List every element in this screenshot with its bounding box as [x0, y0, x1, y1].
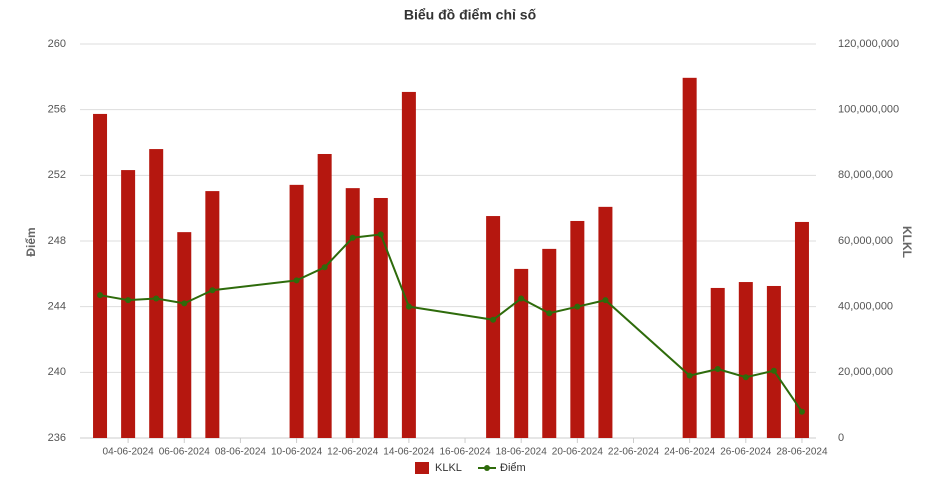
point	[349, 234, 356, 241]
bar	[205, 191, 220, 438]
y-tick-label: 248	[48, 235, 66, 247]
bar	[766, 285, 781, 438]
point	[742, 374, 749, 381]
bar	[149, 149, 164, 439]
x-tick-label: 26-06-2024	[720, 447, 772, 458]
point	[209, 287, 216, 294]
point	[686, 372, 693, 379]
bar	[738, 282, 753, 438]
bar	[710, 287, 725, 438]
bar	[598, 206, 613, 438]
point	[181, 300, 188, 307]
legend-label: Điểm	[500, 462, 526, 474]
point	[377, 231, 384, 238]
point	[602, 297, 609, 304]
bar	[542, 248, 557, 438]
bar	[121, 170, 136, 438]
bar	[373, 197, 388, 438]
x-tick-label: 06-06-2024	[159, 447, 211, 458]
bar	[289, 184, 304, 438]
point	[405, 303, 412, 310]
gap-connector	[604, 299, 691, 377]
bar	[514, 268, 529, 438]
bar	[345, 188, 360, 438]
point	[125, 297, 132, 304]
bar	[682, 77, 697, 439]
y2-tick-label: 100,000,000	[838, 104, 899, 116]
x-tick-label: 22-06-2024	[608, 447, 660, 458]
point	[490, 316, 497, 323]
x-tick-label: 16-06-2024	[439, 447, 491, 458]
y2-tick-label: 60,000,000	[838, 235, 893, 247]
bar	[794, 221, 809, 438]
x-tick-label: 08-06-2024	[215, 447, 267, 458]
point	[574, 303, 581, 310]
y2-tick-label: 120,000,000	[838, 38, 899, 50]
bar	[177, 232, 192, 438]
y-tick-label: 240	[48, 366, 66, 378]
y2-tick-label: 80,000,000	[838, 169, 893, 181]
point	[321, 264, 328, 271]
legend-swatch	[415, 462, 429, 474]
point	[518, 295, 525, 302]
y2-tick-label: 0	[838, 432, 844, 444]
legend-label: KLKL	[435, 462, 462, 474]
bar	[93, 113, 108, 438]
bar	[317, 153, 332, 438]
y2-tick-label: 20,000,000	[838, 366, 893, 378]
x-tick-label: 24-06-2024	[664, 447, 716, 458]
y-tick-label: 260	[48, 38, 66, 50]
x-tick-label: 04-06-2024	[103, 447, 155, 458]
point	[714, 366, 721, 373]
gap-connector	[408, 305, 494, 321]
gap-connector	[212, 279, 297, 292]
y-tick-label: 252	[48, 169, 66, 181]
point	[770, 367, 777, 374]
x-tick-label: 18-06-2024	[496, 447, 548, 458]
bar	[486, 216, 501, 438]
point	[97, 292, 104, 299]
x-tick-label: 14-06-2024	[383, 447, 435, 458]
x-tick-label: 28-06-2024	[776, 447, 828, 458]
chart-title: Biểu đồ điểm chỉ số	[404, 7, 537, 23]
legend-swatch	[484, 465, 490, 471]
bar	[570, 220, 585, 438]
point	[546, 310, 553, 317]
y-tick-label: 236	[48, 432, 66, 444]
point	[153, 295, 160, 302]
point	[293, 277, 300, 284]
y2-axis-title: KLKL	[900, 226, 914, 258]
x-tick-label: 12-06-2024	[327, 447, 379, 458]
bar	[401, 91, 416, 438]
x-tick-label: 20-06-2024	[552, 447, 604, 458]
y2-tick-label: 40,000,000	[838, 301, 893, 313]
x-tick-label: 10-06-2024	[271, 447, 323, 458]
point	[798, 408, 805, 415]
y-tick-label: 244	[48, 301, 66, 313]
y-axis-title: Điểm	[24, 227, 38, 256]
y-tick-label: 256	[48, 104, 66, 116]
